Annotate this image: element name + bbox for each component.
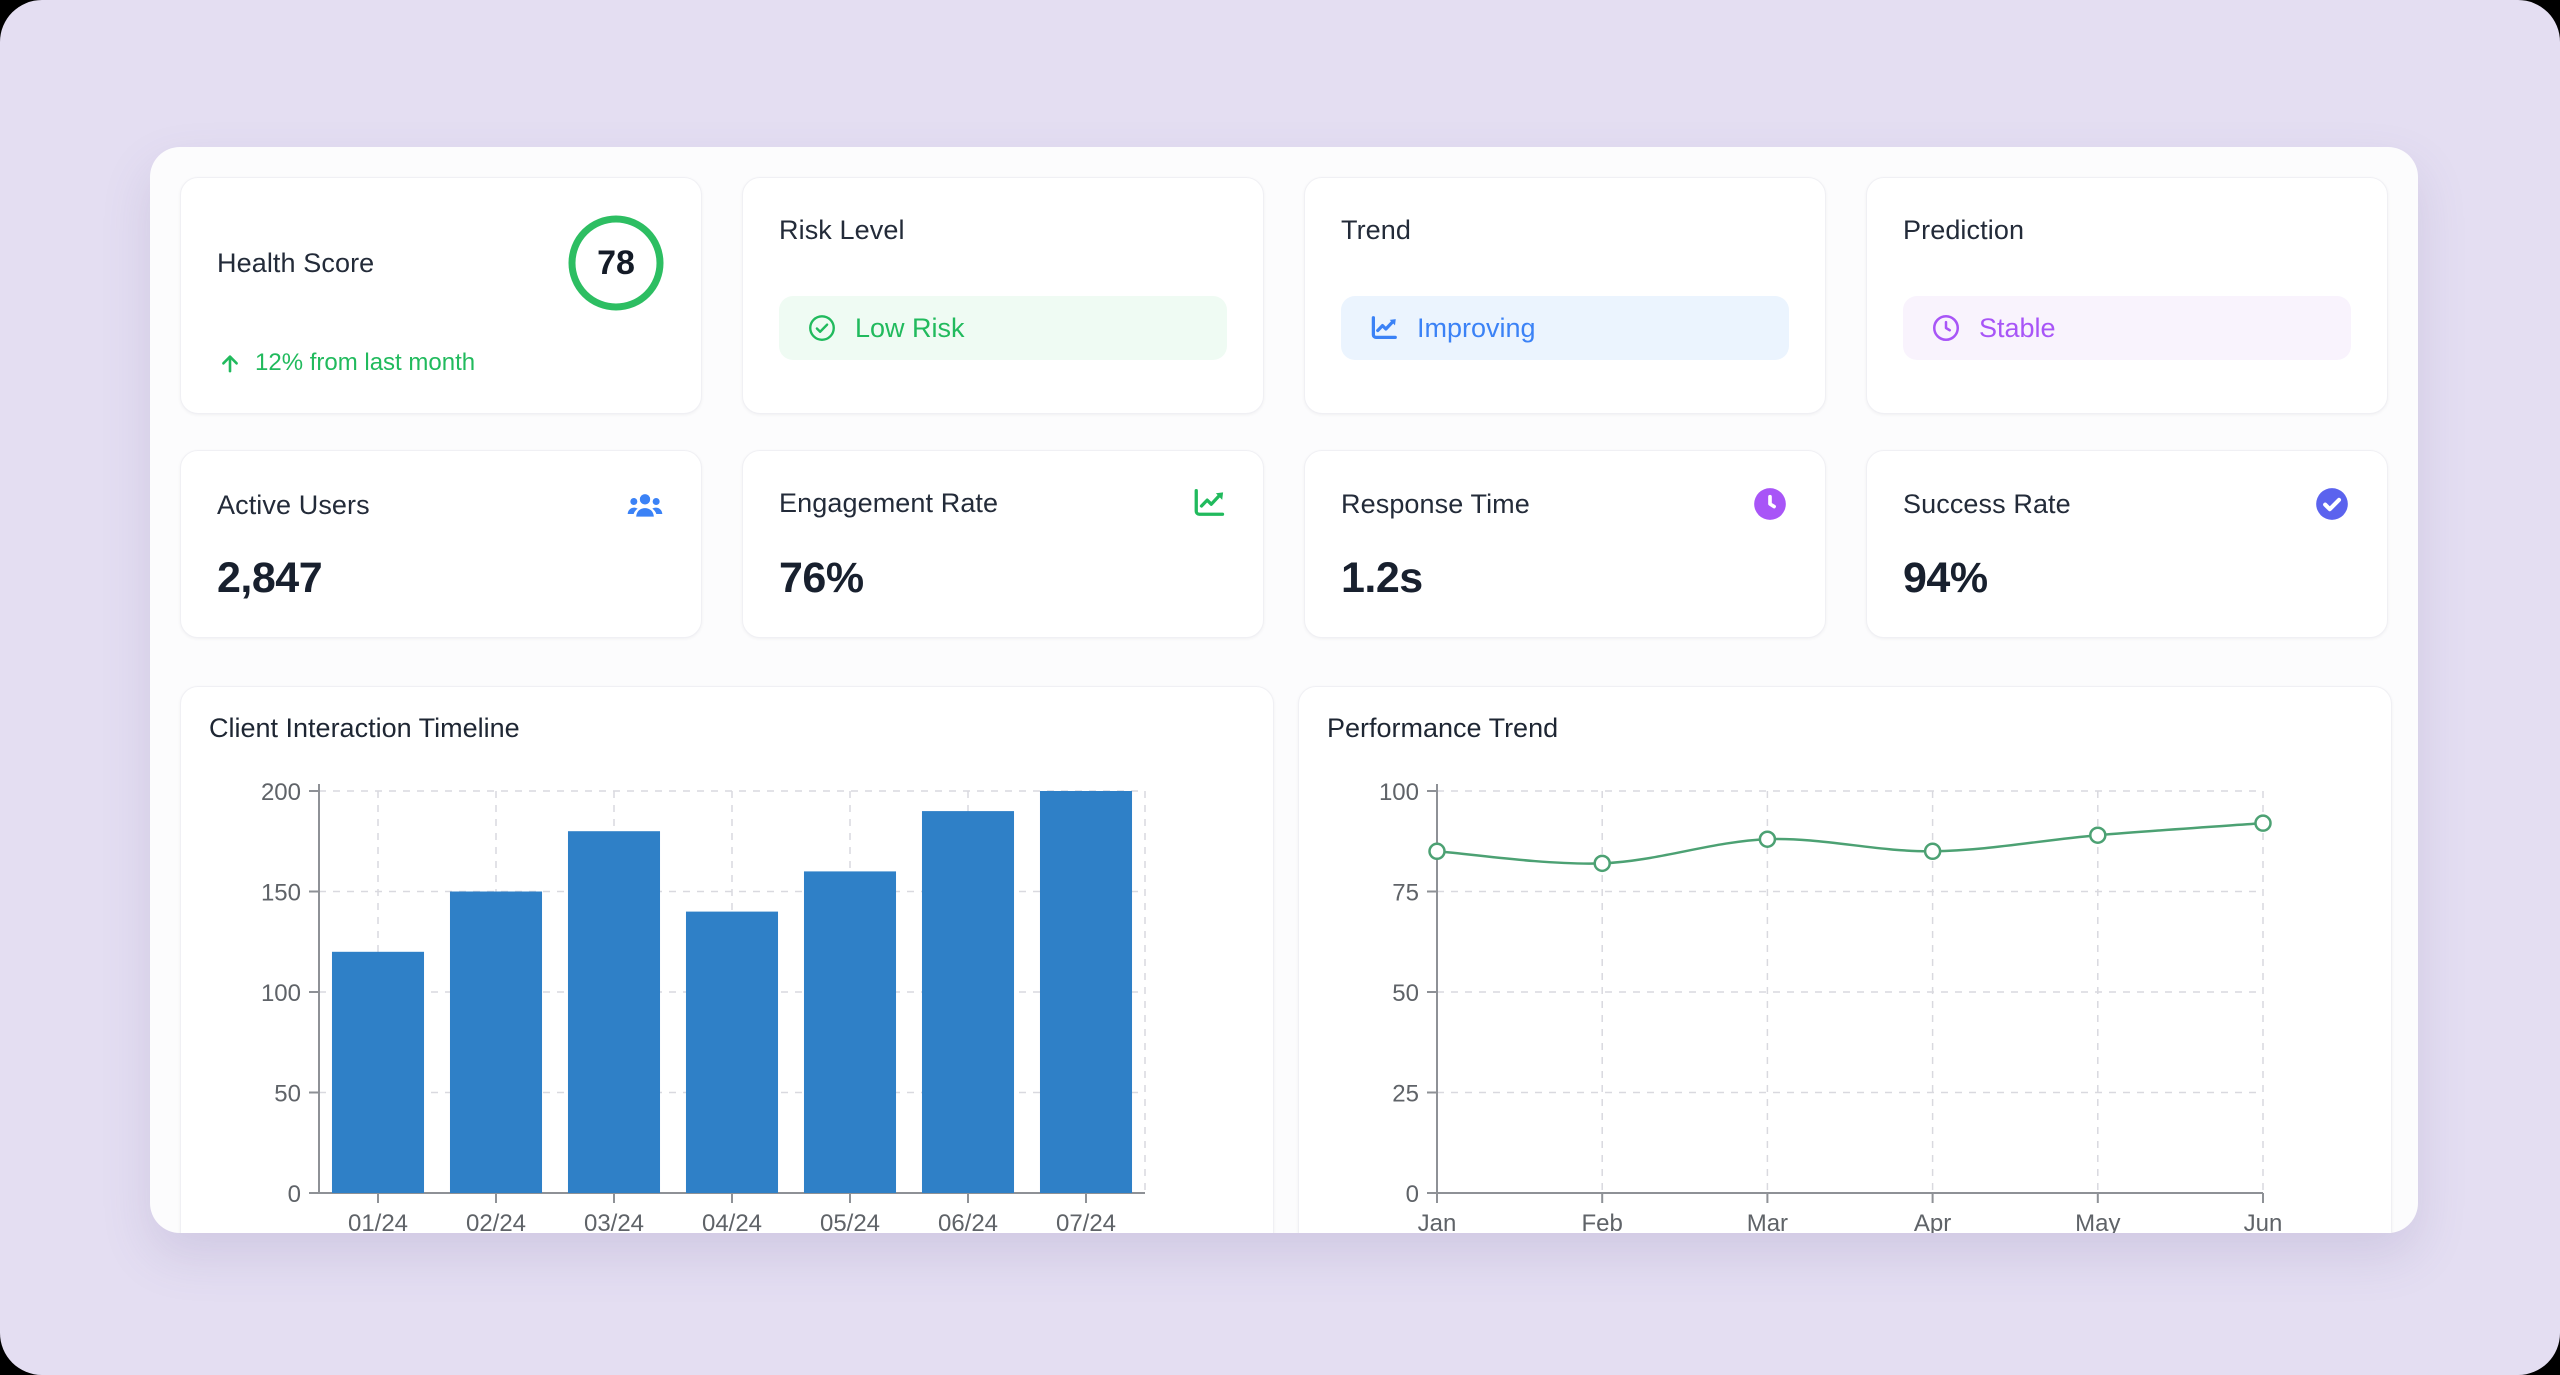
delta-text: 12% from last month xyxy=(255,349,476,376)
chart-title: Performance Trend xyxy=(1327,713,1559,743)
health-score-ring: 78 xyxy=(567,214,665,312)
y-tick-label: 50 xyxy=(1392,980,1419,1007)
check-filled-icon xyxy=(2316,488,2348,520)
metric-card-row: Active Users 2,847 Engagement Rate xyxy=(180,450,2388,638)
card-title: Response Time xyxy=(1341,489,1530,519)
users-icon xyxy=(627,494,663,517)
bar-chart: 0 50 100 150 200 01/24 02/24 03/24 04/24 05/24 06/… xyxy=(261,779,1146,1233)
bar xyxy=(331,951,425,1193)
y-tick-label: 0 xyxy=(288,1181,301,1208)
active-users-card: Active Users 2,847 xyxy=(180,450,702,638)
badge-label: Low Risk xyxy=(855,312,965,343)
charts-row: Client Interaction Timeline 0 50 100 150 200… xyxy=(180,686,2392,1233)
x-tick-label: Apr xyxy=(1914,1210,1951,1233)
x-tick-label: 05/24 xyxy=(820,1210,880,1233)
bar xyxy=(685,911,779,1193)
trend-badge: Improving xyxy=(1341,296,1789,360)
y-tick-label: 50 xyxy=(274,1081,301,1108)
x-tick-label: May xyxy=(2075,1210,2120,1233)
risk-level-badge: Low Risk xyxy=(779,296,1227,360)
metric-value: 94% xyxy=(1903,554,1988,602)
card-title: Trend xyxy=(1341,215,1412,245)
card-title: Engagement Rate xyxy=(779,488,999,518)
x-tick-label: 04/24 xyxy=(702,1210,762,1233)
y-tick-label: 75 xyxy=(1392,880,1419,907)
y-tick-label: 25 xyxy=(1392,1081,1419,1108)
trend-card: Trend Improving xyxy=(1304,177,1826,414)
x-tick-label: Feb xyxy=(1582,1210,1623,1233)
metric-value: 76% xyxy=(779,554,864,602)
chart-title: Client Interaction Timeline xyxy=(209,713,520,743)
line-chart: 0 25 50 75 100 Jan Feb Mar Apr May Jun xyxy=(1379,779,2283,1233)
performance-trend-card: Performance Trend 0 25 50 75 100 Jan Feb Mar Apr… xyxy=(1298,686,2392,1233)
success-rate-card: Success Rate 94% xyxy=(1866,450,2388,638)
client-interaction-timeline-card: Client Interaction Timeline 0 50 100 150 200… xyxy=(180,686,1274,1233)
clock-filled-icon xyxy=(1754,488,1786,520)
data-point xyxy=(2089,826,2107,844)
card-title: Active Users xyxy=(217,490,370,520)
chart-line-icon xyxy=(1194,489,1225,516)
x-tick-label: 03/24 xyxy=(584,1210,644,1233)
score-ring-icon xyxy=(568,215,664,311)
bar xyxy=(1039,791,1133,1193)
trend-line xyxy=(1436,821,2264,865)
clock-icon xyxy=(1933,315,1959,341)
badge-label: Improving xyxy=(1417,312,1536,343)
dashboard-panel: Health Score 78 12% from last month Risk… xyxy=(150,147,2418,1233)
y-tick-label: 100 xyxy=(1379,779,1419,806)
data-point xyxy=(1593,854,1611,873)
x-tick-label: Jan xyxy=(1418,1210,1457,1233)
health-score-value: 78 xyxy=(597,243,635,282)
prediction-card: Prediction Stable xyxy=(1866,177,2388,414)
bar xyxy=(567,831,661,1193)
x-tick-label: 02/24 xyxy=(466,1210,526,1233)
risk-level-card: Risk Level Low Risk xyxy=(742,177,1264,414)
summary-card-row: Health Score 78 12% from last month Risk… xyxy=(180,177,2388,414)
check-circle-icon xyxy=(809,315,835,341)
data-point xyxy=(1758,830,1777,848)
trend-chart-icon xyxy=(1371,316,1397,339)
card-title: Prediction xyxy=(1903,215,2025,245)
x-tick-label: 06/24 xyxy=(938,1210,998,1233)
arrow-up-icon xyxy=(222,355,238,373)
y-tick-label: 200 xyxy=(261,779,301,806)
y-tick-label: 100 xyxy=(261,980,301,1007)
data-point xyxy=(2254,814,2272,832)
card-title: Risk Level xyxy=(779,215,905,245)
bar xyxy=(921,811,1015,1193)
prediction-badge: Stable xyxy=(1903,296,2351,360)
badge-label: Stable xyxy=(1979,312,2056,343)
metric-value: 2,847 xyxy=(217,554,323,602)
health-score-delta: 12% from last month xyxy=(217,349,665,377)
health-score-card: Health Score 78 12% from last month xyxy=(180,177,702,414)
metric-value: 1.2s xyxy=(1341,554,1423,602)
bar xyxy=(803,871,897,1193)
x-tick-label: 07/24 xyxy=(1056,1210,1116,1233)
card-title: Success Rate xyxy=(1903,489,2071,519)
engagement-rate-card: Engagement Rate 76% xyxy=(742,450,1264,638)
y-tick-label: 150 xyxy=(261,880,301,907)
response-time-card: Response Time 1.2s xyxy=(1304,450,1826,638)
bar xyxy=(449,891,543,1193)
x-tick-label: Jun xyxy=(2244,1210,2283,1233)
data-point xyxy=(1923,842,1942,861)
y-tick-label: 0 xyxy=(1406,1181,1419,1208)
x-tick-label: 01/24 xyxy=(348,1210,408,1233)
data-point xyxy=(1428,842,1446,861)
x-tick-label: Mar xyxy=(1747,1210,1788,1233)
card-title: Health Score xyxy=(217,248,375,278)
